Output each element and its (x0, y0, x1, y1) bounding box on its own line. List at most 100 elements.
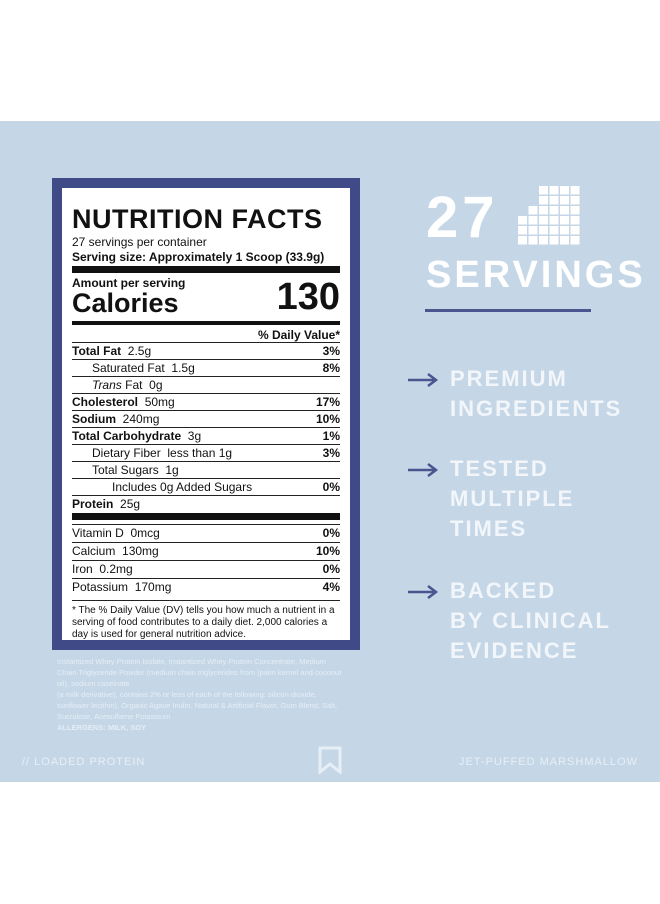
nutrient-row: Calcium 130mg 10% (72, 542, 340, 560)
grid-cell (570, 186, 580, 195)
nutrient-name: Fat (125, 378, 143, 392)
nutrient-name-wrap: Sodium 240mg (72, 412, 159, 426)
grid-cell (539, 206, 548, 215)
feature-line: BY CLINICAL (450, 608, 611, 633)
nutrient-row: Includes 0g Added Sugars 0% (72, 478, 340, 496)
nutrient-name: Calcium (72, 544, 116, 558)
nutrient-amount: 170mg (134, 580, 172, 594)
grid-cell (549, 216, 559, 225)
nutrient-name-wrap: Vitamin D 0mcg (72, 526, 160, 540)
nutrient-amount: 1.5g (171, 361, 195, 375)
grid-cell (528, 216, 538, 225)
nutrient-dv: 8% (322, 361, 340, 375)
nutrient-row: Vitamin D 0mcg 0% (72, 524, 340, 542)
nutrient-name: Trans (92, 378, 122, 392)
grid-cell (549, 196, 559, 205)
nutrient-row: Iron 0.2mg 0% (72, 560, 340, 578)
grid-icon (518, 186, 580, 245)
divider (72, 266, 340, 273)
nutrient-name: Total Fat (72, 344, 122, 358)
arrow (408, 373, 439, 387)
grid-cell (570, 196, 580, 205)
grid-cell (560, 186, 569, 195)
nutrient-dv: 4% (322, 580, 340, 594)
nutrient-name: Sodium (72, 412, 116, 426)
grid-cell (560, 206, 569, 215)
nutrient-name-wrap: Trans Fat 0g (72, 378, 163, 392)
footnote: * The % Daily Value (DV) tells you how m… (72, 600, 340, 641)
arrow (408, 585, 439, 599)
servings-label: SERVINGS (426, 254, 646, 296)
grid-cell (518, 226, 527, 235)
nutrient-dv: 10% (315, 544, 340, 558)
nutrient-amount: less than 1g (167, 446, 233, 460)
grid-cell (549, 226, 559, 235)
grid-cell (570, 226, 580, 235)
nutrient-name-wrap: Calcium 130mg (72, 544, 159, 558)
grid-cell (539, 216, 548, 225)
nutrient-row: Potassium 170mg 4% (72, 578, 340, 596)
grid-cell (560, 216, 569, 225)
nutrient-name: Vitamin D (72, 526, 124, 540)
nutrient-name: Total Carbohydrate (72, 429, 182, 443)
nutrient-amount: 130mg (122, 544, 159, 558)
grid-cell (539, 196, 548, 205)
grid-cell (528, 236, 538, 245)
calories-label: Calories (72, 288, 179, 318)
nutrient-amount: 0mcg (130, 526, 160, 540)
footer-right: JET-PUFFED MARSHMALLOW (458, 756, 638, 768)
grid-cell (560, 226, 569, 235)
nutrient-amount: 1g (165, 463, 179, 477)
nutrient-amount: 2.5g (127, 344, 152, 358)
nutrient-name-wrap: Dietary Fiber less than 1g (72, 446, 232, 460)
nutrient-row: Protein 25g (72, 495, 340, 513)
nutrient-dv: 0% (322, 526, 340, 540)
allergens: ALLERGENS: MILK, SOY (57, 723, 147, 732)
grid-cell (518, 216, 527, 225)
nutrient-name-wrap: Potassium 170mg (72, 580, 171, 594)
nutrient-name: Saturated Fat (92, 361, 165, 375)
nutrient-name: Protein (72, 497, 114, 511)
grid-cell (570, 216, 580, 225)
nutrient-row: Cholesterol 50mg 17% (72, 393, 340, 411)
nutrient-name-wrap: Saturated Fat 1.5g (72, 361, 195, 375)
nutrient-name: Dietary Fiber (92, 446, 161, 460)
nutrient-name-wrap: Includes 0g Added Sugars (72, 480, 252, 494)
grid-cell (539, 226, 548, 235)
nutrient-name: Potassium (72, 580, 129, 594)
nutrient-name-wrap: Cholesterol 50mg (72, 395, 175, 409)
nutrient-name-wrap: Total Sugars 1g (72, 463, 179, 477)
feature-line: PREMIUM (450, 366, 568, 391)
amount-per-serving: Amount per serving (72, 276, 186, 290)
grid-cell (570, 236, 580, 245)
nutrient-name: Includes 0g Added Sugars (112, 480, 253, 494)
feature: TESTED MULTIPLE TIMES (450, 454, 574, 544)
servings-per-container: 27 servings per container (72, 235, 207, 249)
nutrition-label: NUTRITION FACTS 27 servings per containe… (52, 178, 360, 650)
nutrient-row: Sodium 240mg 10% (72, 410, 340, 428)
nutrient-dv: 3% (322, 446, 340, 460)
feature: PREMIUM INGREDIENTS (450, 364, 622, 424)
feature-line: MULTIPLE (450, 486, 575, 511)
grid-cell (528, 206, 538, 215)
nutrient-name-wrap: Total Fat 2.5g (72, 344, 151, 358)
feature: BACKED BY CLINICAL EVIDENCE (450, 576, 611, 666)
nutrient-dv: 1% (322, 429, 340, 443)
grid-cell (539, 236, 548, 245)
nutrient-name-wrap: Iron 0.2mg (72, 562, 133, 576)
nutrient-dv: 0% (322, 562, 340, 576)
nutrient-amount: 240mg (122, 412, 160, 426)
ingredients-text: Instantized Whey Protein Isolate, Instan… (57, 657, 342, 688)
divider (72, 513, 340, 520)
nutrient-amount: 50mg (144, 395, 175, 409)
nutrient-amount: 0g (149, 378, 163, 392)
underline (425, 309, 591, 312)
nutrient-row: Trans Fat 0g (72, 376, 340, 394)
nutrient-name: Cholesterol (72, 395, 139, 409)
nutrient-row: Total Sugars 1g (72, 461, 340, 479)
divider (72, 321, 340, 325)
servings-count: 27 (426, 185, 499, 250)
logo (318, 746, 342, 774)
feature-line: INGREDIENTS (450, 396, 623, 421)
label-title: NUTRITION FACTS (72, 204, 323, 234)
